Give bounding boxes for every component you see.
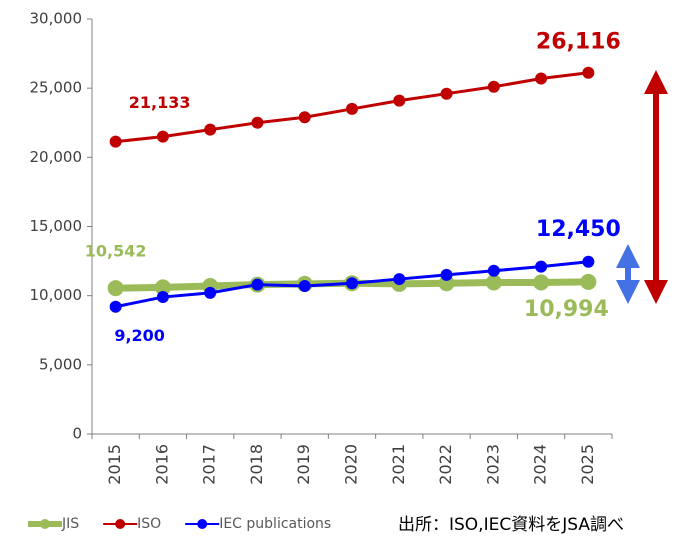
data-point (393, 273, 406, 286)
data-point (535, 260, 548, 273)
data-point (298, 279, 311, 292)
data-point (440, 87, 453, 100)
x-tick-label: 2015 (105, 444, 124, 485)
y-tick-label: 0 (72, 425, 82, 443)
data-label: 26,116 (536, 30, 621, 55)
y-tick-label: 20,000 (30, 148, 83, 166)
x-tick-label: 2017 (200, 444, 219, 485)
data-point (156, 130, 169, 143)
data-point (251, 278, 264, 291)
data-point (107, 280, 124, 297)
legend-marker (197, 519, 208, 529)
data-label: 10,994 (524, 297, 609, 322)
data-point (346, 277, 358, 290)
data-point (298, 111, 311, 124)
data-point (204, 123, 217, 136)
data-point (487, 264, 500, 277)
data-point (154, 279, 171, 296)
x-tick-label: 2020 (342, 444, 361, 485)
legend-label: ISO (137, 516, 161, 532)
source-note: 出所：ISO,IEC資料をJSA調べ (398, 515, 624, 535)
x-tick-label: 2022 (436, 444, 455, 485)
data-point (582, 66, 595, 79)
y-tick-label: 25,000 (30, 79, 83, 97)
data-label: 21,133 (129, 93, 191, 112)
x-tick-label: 2019 (294, 444, 313, 485)
x-tick-label: 2024 (531, 444, 550, 485)
data-point (109, 135, 122, 148)
data-point (440, 268, 453, 281)
data-point (109, 300, 122, 313)
y-tick-label: 5,000 (39, 355, 82, 373)
x-tick-label: 2018 (247, 444, 266, 485)
x-tick-label: 2016 (152, 444, 171, 485)
legend-label: JIS (61, 516, 79, 532)
legend-label: IEC publications (219, 516, 331, 532)
data-label: 9,200 (114, 326, 165, 345)
data-label: 10,542 (85, 242, 147, 261)
data-point (533, 274, 550, 291)
data-point (535, 72, 548, 85)
data-point (393, 94, 406, 107)
x-tick-label: 2023 (483, 444, 502, 485)
y-tick-label: 10,000 (30, 286, 83, 304)
data-point (251, 116, 264, 129)
data-point (204, 286, 217, 299)
legend-marker (40, 519, 50, 529)
data-point (346, 102, 358, 115)
legend-marker (115, 519, 126, 529)
data-point (580, 273, 597, 290)
y-tick-label: 30,000 (30, 10, 83, 28)
data-point (156, 291, 169, 304)
data-label: 12,450 (536, 217, 621, 242)
y-tick-label: 15,000 (30, 217, 83, 235)
x-tick-label: 2025 (578, 444, 597, 485)
x-tick-label: 2021 (389, 444, 408, 485)
data-point (487, 80, 500, 93)
data-point (485, 274, 502, 291)
data-point (582, 255, 595, 268)
